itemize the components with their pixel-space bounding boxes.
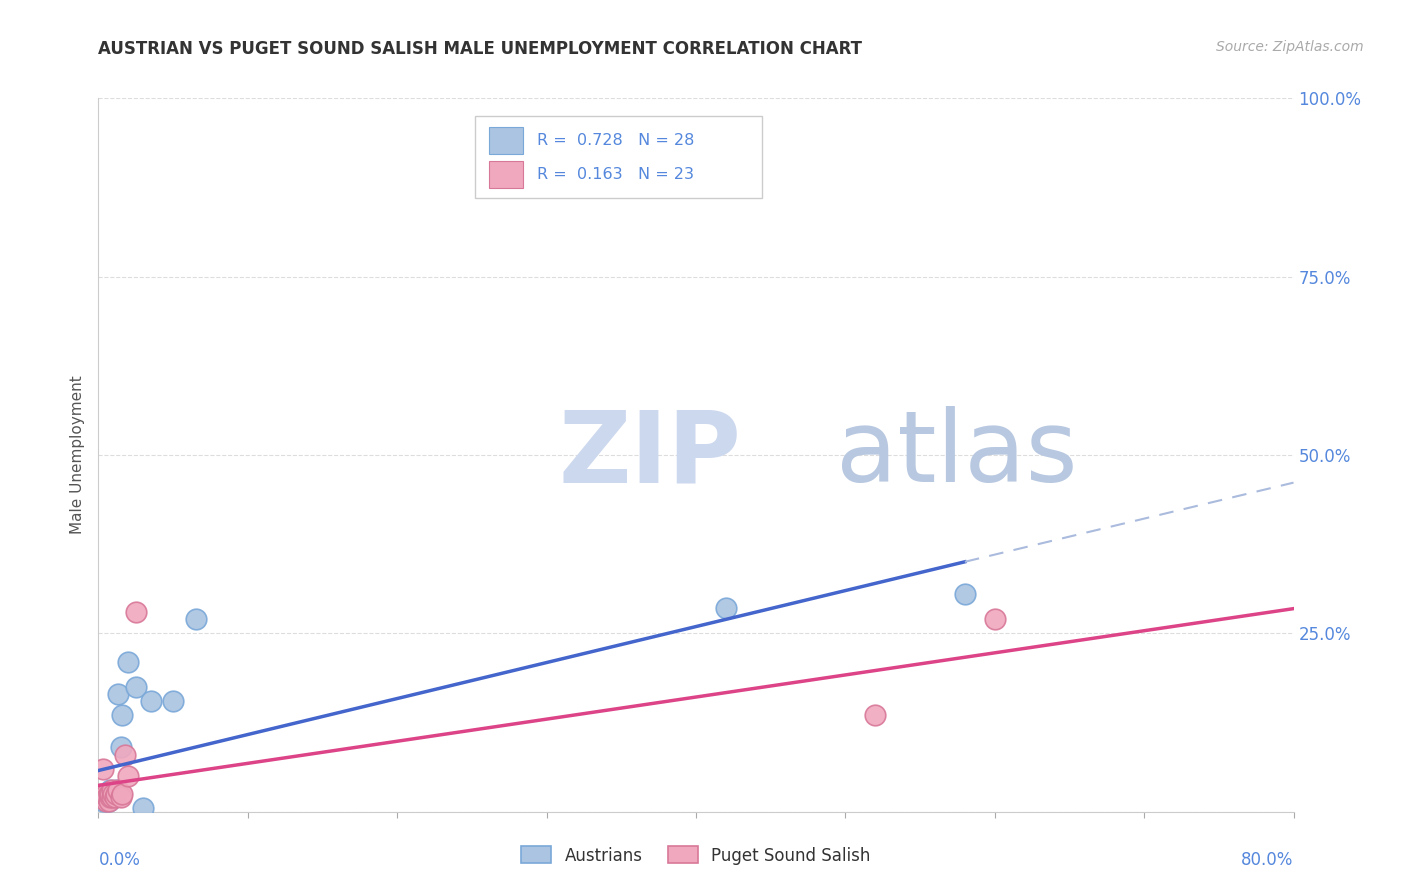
- Text: AUSTRIAN VS PUGET SOUND SALISH MALE UNEMPLOYMENT CORRELATION CHART: AUSTRIAN VS PUGET SOUND SALISH MALE UNEM…: [98, 40, 862, 58]
- Point: [101, 783, 124, 797]
- Text: 80.0%: 80.0%: [1241, 851, 1294, 869]
- Point: [97, 794, 120, 808]
- Point: [953, 587, 976, 601]
- Point: [100, 787, 122, 801]
- Legend: Austrians, Puget Sound Salish: Austrians, Puget Sound Salish: [515, 839, 877, 871]
- Point: [97, 787, 120, 801]
- Point: [100, 790, 122, 805]
- Point: [103, 787, 125, 801]
- Point: [96, 790, 118, 805]
- Point: [94, 787, 117, 801]
- Point: [93, 790, 115, 805]
- Point: [91, 794, 114, 808]
- Point: [104, 790, 127, 805]
- Point: [139, 694, 162, 708]
- Point: [114, 747, 136, 762]
- Point: [94, 794, 117, 808]
- Point: [117, 655, 139, 669]
- Point: [105, 787, 128, 801]
- Point: [91, 790, 114, 805]
- Point: [101, 790, 124, 805]
- Point: [96, 790, 118, 805]
- Point: [111, 787, 134, 801]
- Point: [100, 783, 122, 797]
- Text: R =  0.728   N = 28: R = 0.728 N = 28: [537, 134, 695, 148]
- Text: ZIP: ZIP: [558, 407, 741, 503]
- Point: [105, 783, 128, 797]
- Point: [91, 762, 114, 776]
- Point: [714, 601, 737, 615]
- Point: [101, 787, 124, 801]
- Point: [107, 687, 129, 701]
- Point: [97, 794, 120, 808]
- Point: [110, 740, 132, 755]
- Point: [111, 708, 134, 723]
- Point: [184, 612, 207, 626]
- Point: [984, 612, 1007, 626]
- Text: atlas: atlas: [835, 407, 1077, 503]
- Point: [117, 769, 139, 783]
- Point: [94, 790, 117, 805]
- Point: [132, 801, 155, 815]
- Text: 0.0%: 0.0%: [98, 851, 141, 869]
- Point: [97, 787, 120, 801]
- Point: [90, 790, 112, 805]
- Point: [107, 783, 129, 797]
- Text: R =  0.163   N = 23: R = 0.163 N = 23: [537, 167, 695, 182]
- FancyBboxPatch shape: [475, 116, 762, 198]
- Point: [90, 787, 112, 801]
- FancyBboxPatch shape: [489, 161, 523, 188]
- Text: Source: ZipAtlas.com: Source: ZipAtlas.com: [1216, 40, 1364, 54]
- Point: [101, 790, 124, 805]
- Point: [100, 790, 122, 805]
- Point: [865, 708, 887, 723]
- Point: [93, 790, 115, 805]
- FancyBboxPatch shape: [489, 128, 523, 154]
- Point: [125, 605, 148, 619]
- Point: [104, 790, 127, 805]
- Point: [94, 794, 117, 808]
- Point: [96, 787, 118, 801]
- Point: [103, 787, 125, 801]
- Point: [110, 790, 132, 805]
- Y-axis label: Male Unemployment: Male Unemployment: [70, 376, 86, 534]
- Point: [125, 680, 148, 694]
- Point: [162, 694, 184, 708]
